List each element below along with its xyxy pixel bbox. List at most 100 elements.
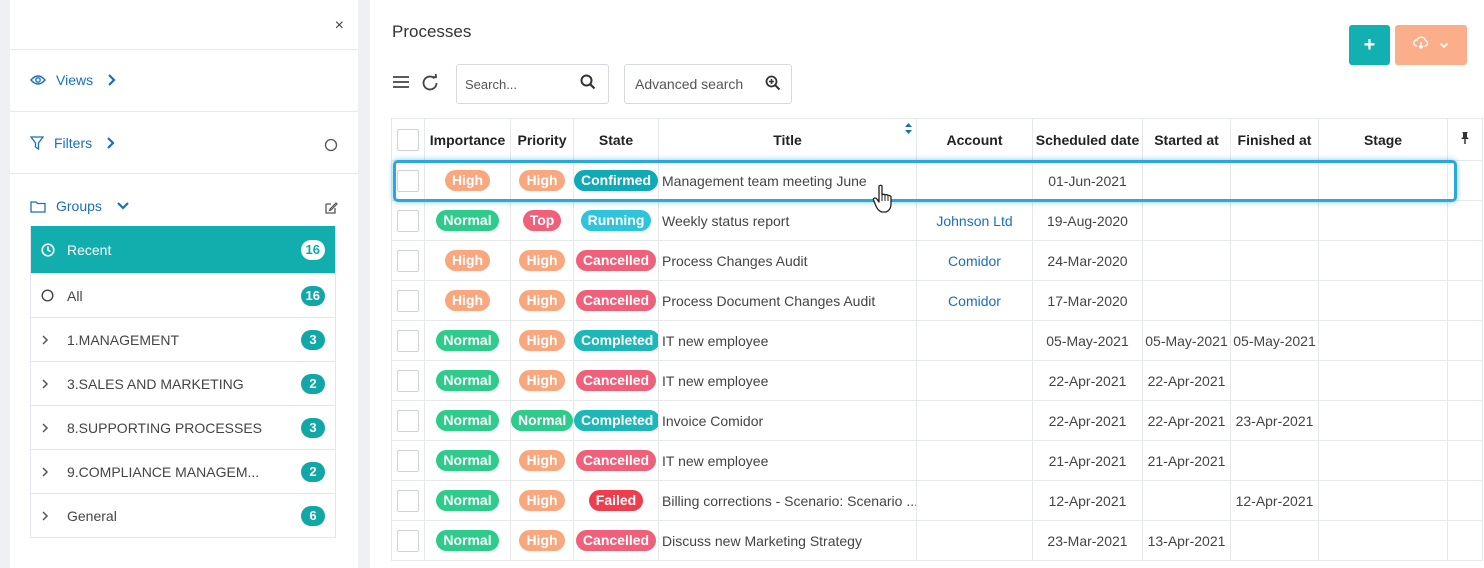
row-select-cell[interactable] [391,480,425,521]
row-select-cell[interactable] [391,280,425,321]
row-select-cell[interactable] [391,400,425,441]
column-header-title[interactable]: Title [658,118,917,161]
table-row[interactable]: High High Cancelled Process Document Change… [391,280,1483,321]
chevron-right-icon[interactable] [41,334,57,346]
column-header-importance[interactable]: Importance [424,118,511,161]
priority-badge: High [519,490,565,511]
select-all-checkbox[interactable] [397,128,419,151]
column-header-stage[interactable]: Stage [1318,118,1448,161]
column-header-state[interactable]: State [573,118,659,161]
row-checkbox[interactable] [397,289,419,312]
filter-clear-icon[interactable] [324,138,338,157]
account-link[interactable] [916,160,1033,201]
table-row[interactable]: Normal High Cancelled Discuss new Marketing… [391,520,1483,561]
row-select-cell[interactable] [391,160,425,201]
column-header-account[interactable]: Account [916,118,1033,161]
row-select-cell[interactable] [391,440,425,481]
menu-icon[interactable] [392,74,410,95]
importance-badge: Normal [436,490,499,511]
column-header-priority[interactable]: Priority [510,118,574,161]
state-badge: Completed [574,410,658,431]
title-cell[interactable]: Invoice Comidor [658,400,917,441]
title-cell[interactable]: Process Document Changes Audit [658,280,917,321]
row-checkbox[interactable] [397,329,419,352]
column-header-scheduled-date[interactable]: Scheduled date [1032,118,1143,161]
priority-cell: High [510,360,574,401]
download-button[interactable] [1395,25,1467,65]
chevron-right-icon[interactable] [41,510,57,522]
group-count: 2 [301,461,325,482]
table-row[interactable]: Normal High Completed IT new employee 05-May… [391,320,1483,361]
finished-at-cell [1230,440,1319,481]
account-link[interactable] [916,520,1033,561]
row-checkbox[interactable] [397,489,419,512]
group-all[interactable]: All 16 [31,273,335,317]
column-header-finished-at[interactable]: Finished at [1230,118,1319,161]
table-row[interactable]: Normal High Cancelled IT new employee 21-Apr… [391,440,1483,481]
sort-icon[interactable] [904,122,913,138]
importance-cell: Normal [424,520,511,561]
title-cell[interactable]: Billing corrections - Scenario: Scenario… [658,480,917,521]
table-row[interactable]: Normal High Cancelled IT new employee 22-Apr… [391,360,1483,401]
filters-toggle[interactable]: Filters [30,135,116,151]
group-count: 6 [301,505,325,526]
group-sales-marketing[interactable]: 3.SALES AND MARKETING 2 [31,361,335,405]
group-recent[interactable]: Recent 16 [31,226,335,273]
row-checkbox[interactable] [397,369,419,392]
edit-icon[interactable] [324,201,338,220]
group-compliance[interactable]: 9.COMPLIANCE MANAGEM... 2 [31,449,335,493]
account-link[interactable] [916,320,1033,361]
table-row[interactable]: Normal High Failed Billing corrections - Sc… [391,480,1483,521]
row-checkbox[interactable] [397,409,419,432]
group-supporting-processes[interactable]: 8.SUPPORTING PROCESSES 3 [31,405,335,449]
table-row[interactable]: Normal Top Running Weekly status report John… [391,200,1483,241]
account-link[interactable] [916,360,1033,401]
search-input[interactable] [465,76,580,92]
account-link[interactable] [916,400,1033,441]
row-checkbox[interactable] [397,529,419,552]
account-link[interactable]: Comidor [916,280,1033,321]
close-icon[interactable]: × [334,17,344,34]
column-header-started-at[interactable]: Started at [1142,118,1231,161]
groups-toggle[interactable]: Groups [30,198,130,214]
group-management[interactable]: 1.MANAGEMENT 3 [31,317,335,361]
column-pin-header[interactable] [1447,118,1483,161]
search-icon[interactable] [580,74,596,95]
row-select-cell[interactable] [391,520,425,561]
chevron-right-icon[interactable] [41,378,57,390]
advanced-search-button[interactable]: Advanced search [624,64,792,104]
row-select-cell[interactable] [391,320,425,361]
title-cell[interactable]: IT new employee [658,360,917,401]
title-cell[interactable]: Discuss new Marketing Strategy [658,520,917,561]
table-row[interactable]: High High Confirmed Management team meeting… [391,160,1483,201]
account-link[interactable] [916,480,1033,521]
title-cell[interactable]: IT new employee [658,320,917,361]
row-select-cell[interactable] [391,200,425,241]
search-box [456,64,609,104]
title-cell[interactable]: IT new employee [658,440,917,481]
chevron-right-icon[interactable] [41,422,57,434]
row-select-cell[interactable] [391,240,425,281]
table-row[interactable]: Normal Normal Completed Invoice Comidor 22-A… [391,400,1483,441]
refresh-icon[interactable] [421,72,440,97]
row-checkbox[interactable] [397,169,419,192]
chevron-right-icon [106,136,116,150]
account-link[interactable] [916,440,1033,481]
chevron-right-icon[interactable] [41,466,57,478]
row-checkbox[interactable] [397,449,419,472]
title-cell[interactable]: Management team meeting June [658,160,917,201]
table-row[interactable]: High High Cancelled Process Changes Audit Co… [391,240,1483,281]
account-link[interactable]: Johnson Ltd [916,200,1033,241]
group-general[interactable]: General 6 [31,493,335,537]
select-all-header[interactable] [391,118,425,161]
title-cell[interactable]: Process Changes Audit [658,240,917,281]
views-toggle[interactable]: Views [30,72,117,88]
row-checkbox[interactable] [397,209,419,232]
row-checkbox[interactable] [397,249,419,272]
add-button[interactable]: + [1349,25,1390,65]
account-link[interactable]: Comidor [916,240,1033,281]
row-select-cell[interactable] [391,360,425,401]
pin-icon[interactable] [1460,132,1470,148]
table-header-row: Importance Priority State Title Account … [391,118,1483,161]
priority-cell: Top [510,200,574,241]
